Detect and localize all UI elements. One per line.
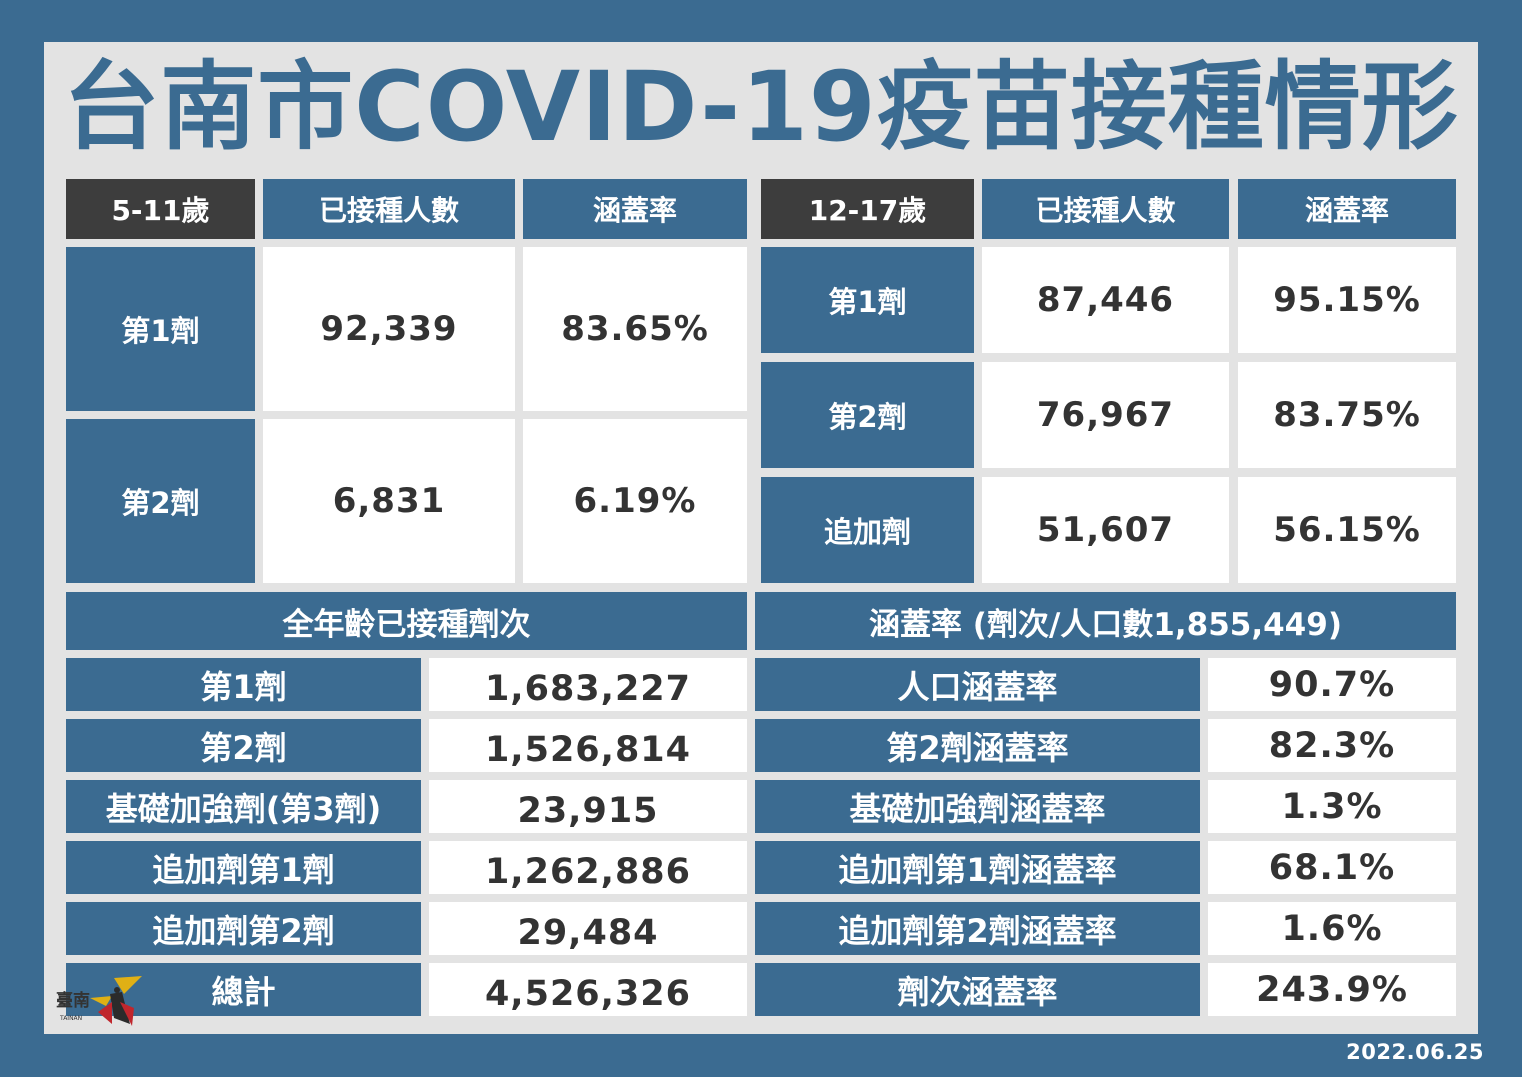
kids-dose2-count: 6,831: [263, 419, 515, 583]
teens-dose1-label: 第1劑: [761, 247, 974, 353]
teens-dose2-label: 第2劑: [761, 362, 974, 468]
coverage-row-label: 追加劑第1劑涵蓋率: [755, 841, 1200, 894]
coverage-row-label: 追加劑第2劑涵蓋率: [755, 902, 1200, 955]
all-ages-row-value: 29,484: [429, 902, 747, 955]
coverage-row-label: 第2劑涵蓋率: [755, 719, 1200, 772]
teens-age-header: 12-17歲: [761, 179, 974, 239]
teens-dose2-rate: 83.75%: [1238, 362, 1456, 468]
all-ages-row-value: 1,262,886: [429, 841, 747, 894]
all-ages-row-label: 追加劑第1劑: [66, 841, 421, 894]
all-ages-row-value: 1,683,227: [429, 658, 747, 711]
coverage-row-value: 82.3%: [1208, 719, 1456, 772]
all-ages-row-label: 第1劑: [66, 658, 421, 711]
kids-age-header: 5-11歲: [66, 179, 255, 239]
kids-rate-header: 涵蓋率: [523, 179, 747, 239]
logo-text: 臺南: [56, 990, 90, 1011]
coverage-row-value: 1.6%: [1208, 902, 1456, 955]
all-ages-total-value: 4,526,326: [429, 963, 747, 1016]
kids-dose1-label: 第1劑: [66, 247, 255, 411]
all-ages-row-label: 追加劑第2劑: [66, 902, 421, 955]
teens-booster-count: 51,607: [982, 477, 1229, 583]
teens-count-header: 已接種人數: [982, 179, 1229, 239]
kids-dose1-count: 92,339: [263, 247, 515, 411]
coverage-row-label: 基礎加強劑涵蓋率: [755, 780, 1200, 833]
teens-booster-label: 追加劑: [761, 477, 974, 583]
kids-dose1-rate: 83.65%: [523, 247, 747, 411]
all-ages-row-value: 23,915: [429, 780, 747, 833]
teens-dose1-count: 87,446: [982, 247, 1229, 353]
teens-dose1-rate: 95.15%: [1238, 247, 1456, 353]
coverage-row-label: 劑次涵蓋率: [755, 963, 1200, 1016]
teens-rate-header: 涵蓋率: [1238, 179, 1456, 239]
all-ages-row-label: 第2劑: [66, 719, 421, 772]
all-ages-header: 全年齡已接種劑次: [66, 592, 747, 650]
all-ages-row-label: 基礎加強劑(第3劑): [66, 780, 421, 833]
logo-subtext: TAINAN: [59, 1015, 82, 1022]
tainan-logo: 臺南 TAINAN: [56, 976, 142, 1026]
date-label: 2022.06.25: [1346, 1040, 1484, 1064]
all-ages-row-value: 1,526,814: [429, 719, 747, 772]
kids-dose2-rate: 6.19%: [523, 419, 747, 583]
page-title: 台南市COVID-19疫苗接種情形: [63, 51, 1459, 163]
teens-booster-rate: 56.15%: [1238, 477, 1456, 583]
teens-dose2-count: 76,967: [982, 362, 1229, 468]
kids-count-header: 已接種人數: [263, 179, 515, 239]
coverage-row-value: 90.7%: [1208, 658, 1456, 711]
coverage-row-value: 243.9%: [1208, 963, 1456, 1016]
coverage-header: 涵蓋率 (劑次/人口數1,855,449): [755, 592, 1456, 650]
coverage-row-value: 68.1%: [1208, 841, 1456, 894]
coverage-row-label: 人口涵蓋率: [755, 658, 1200, 711]
coverage-row-value: 1.3%: [1208, 780, 1456, 833]
kids-dose2-label: 第2劑: [66, 419, 255, 583]
